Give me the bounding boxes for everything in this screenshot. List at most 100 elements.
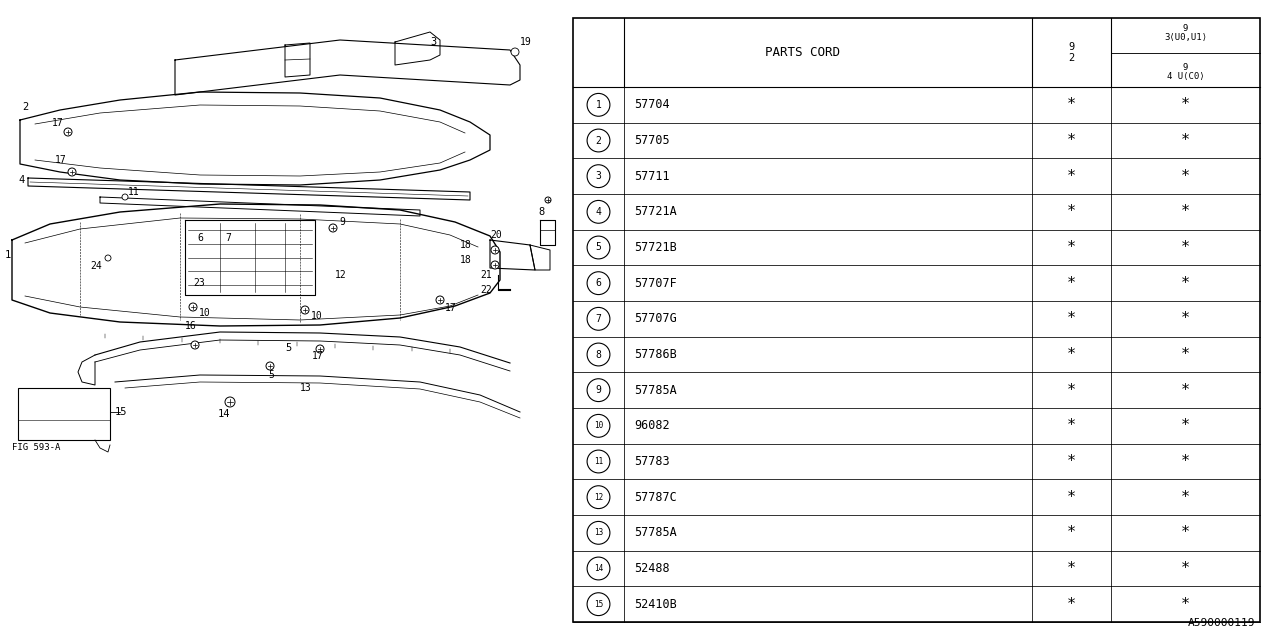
Text: *: * [1181, 276, 1190, 291]
Text: *: * [1068, 204, 1076, 220]
Text: 20: 20 [490, 230, 502, 240]
Text: 57785A: 57785A [634, 383, 677, 397]
Text: 57721A: 57721A [634, 205, 677, 218]
Text: 57704: 57704 [634, 99, 669, 111]
Text: 52410B: 52410B [634, 598, 677, 611]
Text: 10: 10 [594, 421, 603, 430]
Text: *: * [1068, 311, 1076, 326]
Text: 11: 11 [594, 457, 603, 466]
Text: *: * [1068, 454, 1076, 469]
Text: *: * [1068, 419, 1076, 433]
Text: 2: 2 [22, 102, 28, 112]
Text: 24: 24 [90, 261, 101, 271]
Text: 17: 17 [312, 351, 324, 361]
Circle shape [329, 224, 337, 232]
Text: 9
4 U⟨C0⟩: 9 4 U⟨C0⟩ [1166, 63, 1204, 81]
Text: 9: 9 [339, 217, 344, 227]
Text: *: * [1181, 133, 1190, 148]
Text: 57711: 57711 [634, 170, 669, 182]
Text: 5: 5 [285, 343, 292, 353]
Text: 9
2: 9 2 [1069, 42, 1075, 63]
Circle shape [68, 168, 76, 176]
Text: 13: 13 [594, 529, 603, 538]
Bar [18, 388, 110, 440]
Text: *: * [1181, 347, 1190, 362]
Text: 17: 17 [52, 118, 64, 128]
Circle shape [64, 128, 72, 136]
Text: *: * [1181, 311, 1190, 326]
Text: 17: 17 [445, 303, 457, 313]
Circle shape [189, 303, 197, 311]
Circle shape [191, 341, 198, 349]
Text: 18: 18 [460, 255, 472, 265]
Text: 96082: 96082 [634, 419, 669, 433]
Circle shape [492, 261, 499, 269]
Circle shape [545, 197, 550, 203]
Text: *: * [1068, 169, 1076, 184]
Text: 57707F: 57707F [634, 276, 677, 290]
Text: *: * [1068, 240, 1076, 255]
Text: *: * [1181, 97, 1190, 113]
Text: 57721B: 57721B [634, 241, 677, 254]
Text: *: * [1181, 596, 1190, 612]
Text: 8: 8 [538, 207, 544, 217]
Text: *: * [1068, 133, 1076, 148]
Text: 19: 19 [520, 37, 531, 47]
Text: *: * [1181, 419, 1190, 433]
Circle shape [266, 362, 274, 370]
Text: 23: 23 [193, 278, 205, 288]
Text: *: * [1181, 525, 1190, 540]
Text: 6: 6 [197, 233, 202, 243]
Text: 3: 3 [430, 37, 436, 47]
Text: 17: 17 [55, 155, 67, 165]
Circle shape [436, 296, 444, 304]
Text: 6: 6 [595, 278, 602, 288]
Circle shape [301, 306, 308, 314]
Text: 16: 16 [186, 321, 197, 331]
Text: *: * [1068, 347, 1076, 362]
Text: 13: 13 [300, 383, 312, 393]
Text: 9
3⟨U0,U1⟩: 9 3⟨U0,U1⟩ [1164, 24, 1207, 42]
Text: 57783: 57783 [634, 455, 669, 468]
Text: *: * [1181, 561, 1190, 576]
Text: 15: 15 [115, 407, 128, 417]
Text: 7: 7 [595, 314, 602, 324]
Circle shape [316, 345, 324, 353]
Text: 10: 10 [198, 308, 211, 318]
Text: *: * [1068, 561, 1076, 576]
Text: 9: 9 [595, 385, 602, 395]
Text: *: * [1181, 204, 1190, 220]
Text: 22: 22 [480, 285, 492, 295]
Text: *: * [1068, 97, 1076, 113]
Text: 57787C: 57787C [634, 491, 677, 504]
Text: 57785A: 57785A [634, 526, 677, 540]
Text: *: * [1181, 169, 1190, 184]
Text: *: * [1181, 454, 1190, 469]
Text: 11: 11 [128, 187, 140, 197]
Text: 12: 12 [335, 270, 347, 280]
Text: 1: 1 [5, 250, 12, 260]
Text: *: * [1068, 525, 1076, 540]
Text: 7: 7 [225, 233, 230, 243]
Text: 57705: 57705 [634, 134, 669, 147]
Text: 14: 14 [218, 409, 230, 419]
Circle shape [492, 246, 499, 254]
Text: 8: 8 [595, 349, 602, 360]
Text: 57786B: 57786B [634, 348, 677, 361]
Text: 21: 21 [480, 270, 492, 280]
Text: *: * [1068, 596, 1076, 612]
Text: FIG 593-A: FIG 593-A [12, 444, 60, 452]
Text: 10: 10 [311, 311, 323, 321]
Text: A590000119: A590000119 [1188, 618, 1254, 628]
Text: *: * [1068, 383, 1076, 397]
Circle shape [511, 48, 518, 56]
Text: 2: 2 [595, 136, 602, 145]
Text: 14: 14 [594, 564, 603, 573]
Circle shape [105, 255, 111, 261]
Text: 5: 5 [595, 243, 602, 253]
Text: 18: 18 [460, 240, 472, 250]
Text: 3: 3 [595, 171, 602, 181]
Text: 4: 4 [595, 207, 602, 217]
Text: 15: 15 [594, 600, 603, 609]
Text: *: * [1068, 276, 1076, 291]
